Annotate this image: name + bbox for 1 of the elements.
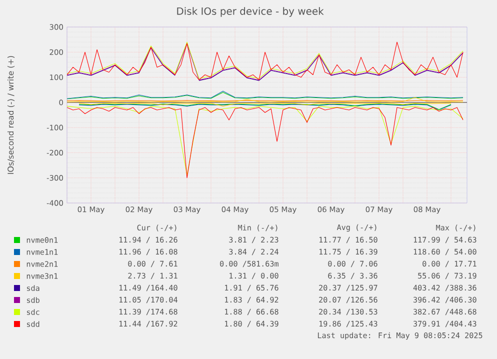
chart-title: Disk IOs per device - by week (177, 7, 324, 17)
